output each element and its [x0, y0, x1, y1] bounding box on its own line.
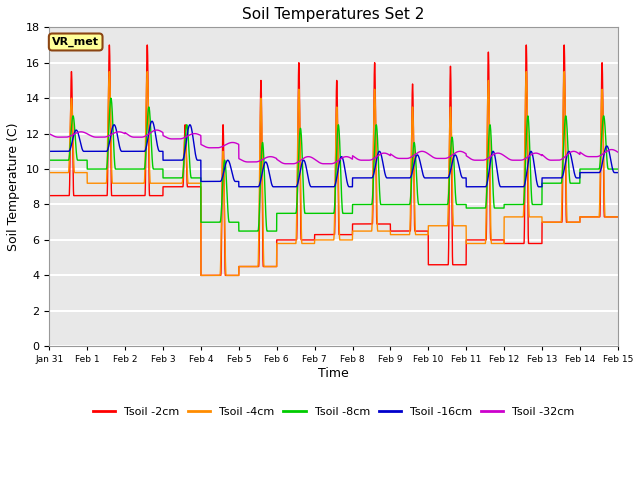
Legend: Tsoil -2cm, Tsoil -4cm, Tsoil -8cm, Tsoil -16cm, Tsoil -32cm: Tsoil -2cm, Tsoil -4cm, Tsoil -8cm, Tsoi…	[88, 403, 579, 422]
Tsoil -32cm	[45, 131, 53, 137]
Tsoil -4cm	[430, 223, 438, 228]
Tsoil -8cm	[613, 166, 621, 172]
Tsoil -32cm	[614, 149, 621, 155]
Tsoil -16cm	[493, 170, 501, 176]
Line: Tsoil -2cm: Tsoil -2cm	[49, 45, 618, 276]
Tsoil -4cm	[493, 240, 501, 246]
X-axis label: Time: Time	[318, 367, 349, 380]
Tsoil -16cm	[461, 175, 469, 181]
Tsoil -32cm	[313, 158, 321, 164]
Tsoil -16cm	[430, 175, 438, 181]
Tsoil -16cm	[235, 184, 243, 190]
Tsoil -2cm	[148, 193, 156, 199]
Tsoil -16cm	[148, 119, 156, 124]
Tsoil -2cm	[313, 232, 321, 238]
Tsoil -2cm	[106, 42, 113, 48]
Tsoil -8cm	[430, 202, 438, 207]
Tsoil -2cm	[493, 237, 501, 243]
Line: Tsoil -32cm: Tsoil -32cm	[49, 130, 618, 164]
Tsoil -2cm	[461, 262, 469, 268]
Tsoil -32cm	[148, 129, 156, 135]
Tsoil -2cm	[45, 193, 53, 199]
Tsoil -32cm	[461, 150, 469, 156]
Tsoil -32cm	[613, 149, 621, 155]
Tsoil -4cm	[613, 214, 621, 220]
Tsoil -16cm	[613, 170, 621, 176]
Tsoil -4cm	[45, 170, 53, 176]
Tsoil -8cm	[45, 157, 53, 163]
Tsoil -4cm	[461, 223, 469, 228]
Line: Tsoil -8cm: Tsoil -8cm	[49, 98, 618, 231]
Tsoil -8cm	[148, 145, 156, 151]
Text: VR_met: VR_met	[52, 37, 99, 47]
Line: Tsoil -16cm: Tsoil -16cm	[49, 121, 618, 187]
Tsoil -32cm	[430, 155, 438, 160]
Tsoil -4cm	[197, 273, 205, 278]
Tsoil -32cm	[282, 161, 289, 167]
Tsoil -4cm	[313, 237, 321, 243]
Tsoil -2cm	[430, 262, 438, 268]
Tsoil -16cm	[614, 170, 621, 176]
Tsoil -8cm	[461, 202, 469, 207]
Tsoil -2cm	[614, 214, 621, 220]
Line: Tsoil -4cm: Tsoil -4cm	[49, 72, 618, 276]
Tsoil -8cm	[493, 205, 501, 211]
Tsoil -8cm	[235, 228, 243, 234]
Tsoil -8cm	[107, 96, 115, 101]
Tsoil -16cm	[148, 119, 156, 124]
Tsoil -16cm	[45, 148, 53, 154]
Tsoil -4cm	[614, 214, 621, 220]
Title: Soil Temperatures Set 2: Soil Temperatures Set 2	[243, 7, 425, 22]
Tsoil -4cm	[148, 180, 156, 186]
Tsoil -2cm	[613, 214, 621, 220]
Y-axis label: Soil Temperature (C): Soil Temperature (C)	[7, 122, 20, 251]
Tsoil -2cm	[197, 273, 205, 278]
Tsoil -32cm	[153, 127, 161, 133]
Tsoil -8cm	[614, 166, 621, 172]
Tsoil -16cm	[313, 184, 321, 190]
Tsoil -32cm	[493, 150, 501, 156]
Tsoil -4cm	[106, 69, 113, 74]
Tsoil -8cm	[313, 210, 321, 216]
